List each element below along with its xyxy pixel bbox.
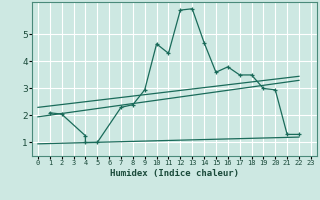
X-axis label: Humidex (Indice chaleur): Humidex (Indice chaleur) <box>110 169 239 178</box>
